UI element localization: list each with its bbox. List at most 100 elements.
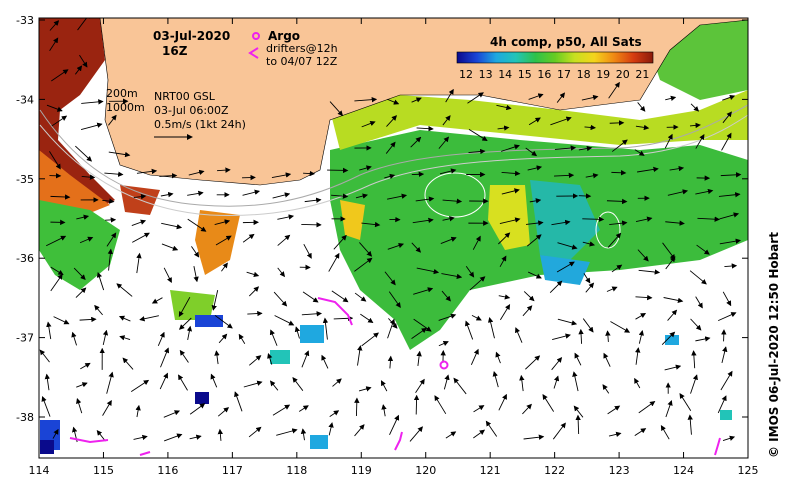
- current-arrow: [527, 271, 542, 279]
- current-arrow: [552, 333, 571, 340]
- current-arrow: [552, 422, 566, 440]
- current-arrow: [118, 315, 131, 322]
- current-arrow: [107, 248, 114, 271]
- current-arrow: [238, 333, 246, 344]
- x-tick-label: 119: [351, 464, 372, 477]
- current-arrow: [361, 221, 381, 228]
- current-arrow: [159, 372, 169, 390]
- current-arrow: [160, 191, 174, 198]
- sst-spot-cyan-2: [270, 350, 290, 364]
- y-tick-label: -36: [16, 252, 34, 265]
- current-arrow: [583, 273, 591, 284]
- current-arrow: [188, 169, 205, 176]
- current-arrow: [690, 103, 700, 112]
- current-arrow: [499, 255, 507, 268]
- current-arrow: [273, 291, 288, 307]
- current-arrow: [634, 428, 647, 436]
- current-arrow: [695, 296, 703, 309]
- current-arrow: [52, 428, 59, 439]
- current-arrow: [470, 348, 479, 366]
- current-arrow: [161, 222, 183, 230]
- current-arrow: [39, 349, 50, 363]
- current-arrow: [609, 120, 625, 126]
- drifter-tracks: [69, 297, 721, 456]
- current-arrow: [465, 265, 475, 278]
- current-arrow: [248, 355, 262, 366]
- current-arrow: [523, 434, 545, 440]
- current-arrow: [329, 410, 340, 417]
- current-arrow: [50, 273, 63, 292]
- current-arrow: [46, 321, 52, 340]
- current-arrow: [354, 424, 365, 437]
- current-arrow: [578, 328, 584, 344]
- current-arrow: [719, 238, 742, 245]
- current-arrow: [551, 219, 571, 226]
- argo-legend-label: Argo: [268, 29, 300, 43]
- current-arrow: [635, 216, 653, 223]
- current-arrow: [582, 216, 605, 223]
- current-arrow: [550, 116, 572, 126]
- current-arrow: [179, 349, 189, 363]
- current-arrow: [389, 414, 400, 436]
- current-arrow: [609, 220, 628, 226]
- drifter-track-1: [317, 297, 353, 326]
- current-arrow: [553, 375, 560, 389]
- drifter-legend-to: to 04/07 12Z: [266, 55, 338, 68]
- current-arrow: [606, 198, 628, 205]
- current-arrow: [515, 327, 523, 343]
- current-arrow: [81, 174, 96, 180]
- current-arrow: [133, 434, 148, 441]
- current-arrow: [722, 435, 736, 442]
- current-arrow: [214, 315, 233, 329]
- x-tick-label: 122: [544, 464, 565, 477]
- current-arrow: [136, 252, 142, 274]
- current-arrow: [501, 170, 521, 177]
- current-arrow: [298, 405, 309, 412]
- y-tick-label: -37: [16, 332, 34, 345]
- current-arrow: [329, 101, 344, 117]
- current-arrow: [634, 377, 641, 389]
- current-arrow: [438, 313, 457, 321]
- current-arrow: [661, 331, 676, 345]
- current-arrow: [131, 219, 147, 226]
- x-tick-label: 115: [93, 464, 114, 477]
- current-arrow: [485, 420, 498, 437]
- current-arrow: [163, 410, 181, 418]
- colorbar-tick-label: 18: [577, 68, 591, 81]
- current-arrow: [523, 291, 535, 302]
- current-arrow: [79, 236, 94, 244]
- current-arrow: [159, 173, 178, 179]
- current-arrow: [354, 257, 373, 272]
- current-arrow: [411, 242, 422, 253]
- current-arrow: [635, 294, 653, 301]
- current-arrow: [49, 151, 61, 170]
- current-arrow: [690, 374, 698, 394]
- current-arrow: [248, 286, 260, 297]
- current-arrow: [102, 329, 109, 346]
- sst-spot-blue-1: [195, 315, 223, 327]
- current-arrow: [695, 336, 711, 342]
- current-arrow: [108, 151, 131, 158]
- sst-patch-east-yellow: [340, 200, 365, 240]
- current-arrow: [108, 114, 117, 126]
- current-arrow: [721, 132, 732, 151]
- current-arrow: [445, 88, 454, 103]
- current-arrow: [556, 261, 575, 273]
- colorbar-tick-label: 12: [459, 68, 473, 81]
- current-arrow: [413, 318, 432, 332]
- current-arrow: [214, 350, 220, 365]
- current-arrow: [360, 313, 374, 324]
- current-arrow: [497, 125, 510, 131]
- current-arrow: [361, 332, 379, 347]
- current-arrow: [269, 380, 279, 391]
- isobath-200m-line: [39, 104, 749, 207]
- current-arrow: [331, 290, 349, 303]
- x-axis: 114 115 116 117 118 119 120 121 122 123 124 125: [29, 18, 759, 477]
- current-arrow: [664, 133, 673, 149]
- current-arrow: [573, 405, 584, 418]
- current-arrow: [578, 145, 593, 152]
- current-arrow: [41, 395, 51, 417]
- current-arrow: [410, 136, 422, 148]
- current-arrow: [357, 345, 363, 366]
- current-arrow: [415, 196, 435, 202]
